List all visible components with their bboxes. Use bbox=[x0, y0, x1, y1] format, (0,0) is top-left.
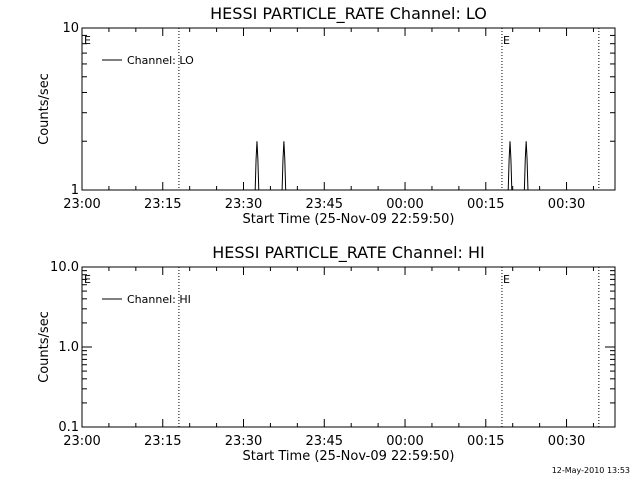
x-tick-label: 00:30 bbox=[548, 197, 585, 212]
x-tick-label: 00:15 bbox=[467, 434, 504, 449]
chart-title: HESSI PARTICLE_RATE Channel: LO bbox=[210, 4, 487, 24]
y-tick-label: 1 bbox=[71, 183, 79, 198]
x-tick-label: 23:00 bbox=[63, 197, 100, 212]
x-tick-label: 23:15 bbox=[144, 434, 181, 449]
x-tick-label: 00:00 bbox=[386, 434, 423, 449]
y-tick-label: 10.0 bbox=[50, 260, 79, 275]
y-axis-label: Counts/sec bbox=[37, 73, 52, 145]
footer-timestamp: 12-May-2010 13:53 bbox=[551, 466, 630, 475]
plot-frame bbox=[81, 27, 616, 191]
y-tick-label: 1.0 bbox=[58, 340, 79, 355]
chart-panel-1: HESSI PARTICLE_RATE Channel: HI 0.1 1.0 10.… bbox=[37, 243, 616, 464]
start-flag: E bbox=[84, 34, 91, 47]
x-tick-label: 23:45 bbox=[306, 197, 343, 212]
x-tick-label: 23:15 bbox=[144, 197, 181, 212]
x-tick-label: 00:15 bbox=[467, 197, 504, 212]
start-flag: E bbox=[84, 273, 91, 286]
event-marker-label: E bbox=[503, 34, 510, 47]
legend-label: Channel: HI bbox=[127, 293, 191, 306]
chart-panel-0: HESSI PARTICLE_RATE Channel: LO 1 10 23:00 2… bbox=[37, 4, 616, 227]
x-tick-label: 23:30 bbox=[225, 434, 262, 449]
x-axis-label: Start Time (25-Nov-09 22:59:50) bbox=[243, 449, 455, 464]
y-tick-label: 0.1 bbox=[58, 420, 79, 435]
legend-label: Channel: LO bbox=[127, 54, 194, 67]
x-tick-label: 23:30 bbox=[225, 197, 262, 212]
series-line bbox=[254, 141, 529, 190]
y-axis-label: Counts/sec bbox=[37, 311, 52, 383]
event-marker-label: E bbox=[503, 273, 510, 286]
x-axis-label: Start Time (25-Nov-09 22:59:50) bbox=[243, 212, 455, 227]
chart-title: HESSI PARTICLE_RATE Channel: HI bbox=[212, 243, 485, 263]
x-tick-label: 23:45 bbox=[306, 434, 343, 449]
plot-frame bbox=[81, 266, 616, 428]
x-tick-label: 23:00 bbox=[63, 434, 100, 449]
y-tick-label: 10 bbox=[62, 21, 79, 36]
x-tick-label: 00:00 bbox=[386, 197, 423, 212]
x-tick-label: 00:30 bbox=[548, 434, 585, 449]
